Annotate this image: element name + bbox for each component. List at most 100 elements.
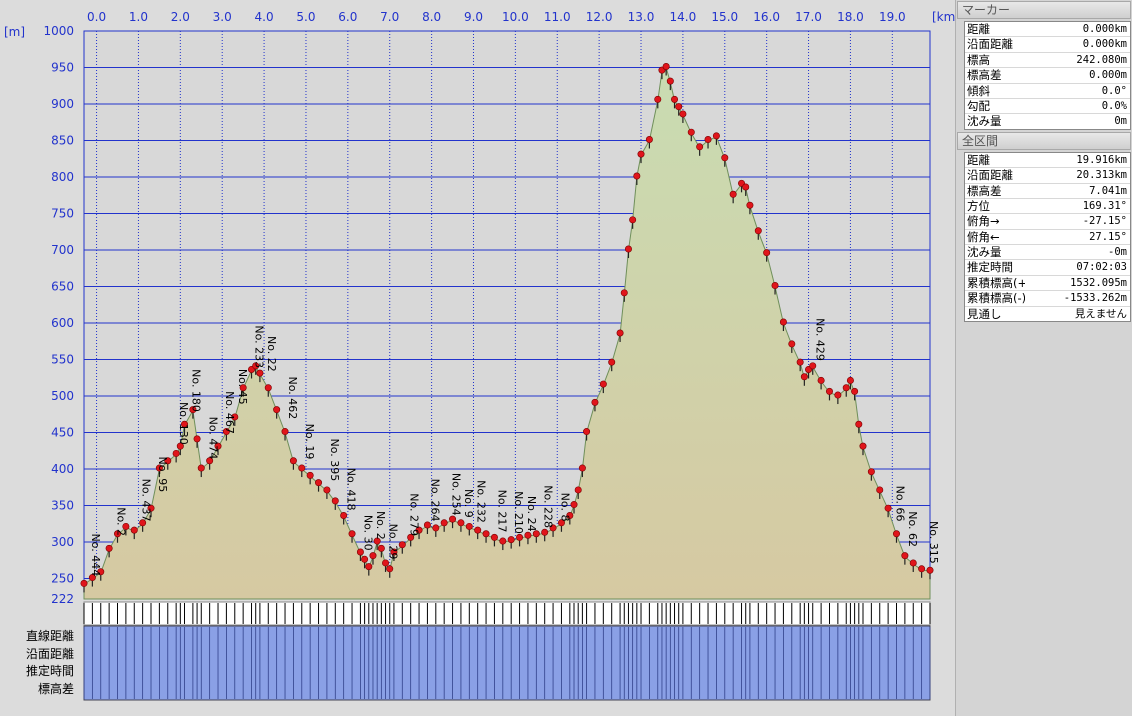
pin-marker[interactable] <box>662 63 670 71</box>
pin-marker[interactable] <box>616 329 624 337</box>
pin-marker[interactable] <box>918 565 926 573</box>
pin-marker[interactable] <box>851 387 859 395</box>
pin-marker[interactable] <box>884 504 892 512</box>
pin-marker[interactable] <box>164 457 172 465</box>
pin-marker[interactable] <box>147 504 155 512</box>
pin-marker[interactable] <box>675 103 683 111</box>
pin-marker[interactable] <box>465 522 473 530</box>
pin-marker[interactable] <box>193 435 201 443</box>
pin-marker[interactable] <box>105 544 113 552</box>
pin-marker[interactable] <box>842 384 850 392</box>
pin-marker[interactable] <box>214 442 222 450</box>
pin-marker[interactable] <box>909 559 917 567</box>
all-section-header[interactable]: 全区間 <box>957 131 1131 150</box>
pin-marker[interactable] <box>867 468 875 476</box>
pin-marker[interactable] <box>779 318 787 326</box>
pin-marker[interactable] <box>599 380 607 388</box>
pin-marker[interactable] <box>298 464 306 472</box>
pin-marker[interactable] <box>390 548 398 556</box>
pin-marker[interactable] <box>666 77 674 85</box>
pin-marker[interactable] <box>139 519 147 527</box>
pin-marker[interactable] <box>315 479 323 487</box>
pin-marker[interactable] <box>386 565 394 573</box>
pin-marker[interactable] <box>566 512 574 520</box>
pin-marker[interactable] <box>892 530 900 538</box>
pin-marker[interactable] <box>704 136 712 144</box>
pin-marker[interactable] <box>382 559 390 567</box>
pin-marker[interactable] <box>356 548 364 556</box>
pin-marker[interactable] <box>637 150 645 158</box>
pin-marker[interactable] <box>264 384 272 392</box>
pin-marker[interactable] <box>507 536 515 544</box>
pin-marker[interactable] <box>846 376 854 384</box>
pin-marker[interactable] <box>239 384 247 392</box>
pin-marker[interactable] <box>449 515 457 523</box>
pin-marker[interactable] <box>570 501 578 509</box>
pin-marker[interactable] <box>377 544 385 552</box>
pin-marker[interactable] <box>423 521 431 529</box>
pin-marker[interactable] <box>114 530 122 538</box>
pin-marker[interactable] <box>679 110 687 118</box>
pin-marker[interactable] <box>532 530 540 538</box>
pin-marker[interactable] <box>742 183 750 191</box>
marker-section-header[interactable]: マーカー <box>957 1 1131 19</box>
pin-marker[interactable] <box>222 428 230 436</box>
pin-marker[interactable] <box>645 136 653 144</box>
pin-marker[interactable] <box>457 519 465 527</box>
pin-marker[interactable] <box>671 95 679 103</box>
pin-marker[interactable] <box>181 420 189 428</box>
pin-marker[interactable] <box>578 464 586 472</box>
pin-marker[interactable] <box>876 486 884 494</box>
pin-marker[interactable] <box>633 172 641 180</box>
pin-marker[interactable] <box>608 358 616 366</box>
pin-marker[interactable] <box>197 464 205 472</box>
pin-marker[interactable] <box>323 486 331 494</box>
pin-marker[interactable] <box>474 526 482 534</box>
pin-marker[interactable] <box>541 528 549 536</box>
pin-marker[interactable] <box>654 95 662 103</box>
pin-marker[interactable] <box>926 566 934 574</box>
pin-marker[interactable] <box>809 362 817 370</box>
pin-marker[interactable] <box>825 387 833 395</box>
pin-marker[interactable] <box>721 154 729 162</box>
pin-marker[interactable] <box>620 289 628 297</box>
pin-marker[interactable] <box>407 533 415 541</box>
pin-marker[interactable] <box>281 428 289 436</box>
pin-marker[interactable] <box>273 406 281 414</box>
pin-marker[interactable] <box>859 442 867 450</box>
pin-marker[interactable] <box>369 552 377 560</box>
pin-marker[interactable] <box>365 563 373 571</box>
pin-marker[interactable] <box>88 574 96 582</box>
pin-marker[interactable] <box>122 522 130 530</box>
pin-marker[interactable] <box>729 190 737 198</box>
pin-marker[interactable] <box>574 486 582 494</box>
pin-marker[interactable] <box>398 541 406 549</box>
pin-marker[interactable] <box>231 413 239 421</box>
pin-marker[interactable] <box>490 533 498 541</box>
pin-marker[interactable] <box>206 457 214 465</box>
pin-marker[interactable] <box>629 216 637 224</box>
pin-marker[interactable] <box>712 132 720 140</box>
pin-marker[interactable] <box>549 524 557 532</box>
pin-marker[interactable] <box>340 512 348 520</box>
pin-marker[interactable] <box>331 497 339 505</box>
pin-marker[interactable] <box>817 376 825 384</box>
pin-marker[interactable] <box>583 428 591 436</box>
pin-marker[interactable] <box>189 406 197 414</box>
pin-marker[interactable] <box>516 533 524 541</box>
pin-marker[interactable] <box>373 537 381 545</box>
pin-marker[interactable] <box>901 552 909 560</box>
pin-marker[interactable] <box>482 530 490 538</box>
pin-marker[interactable] <box>155 464 163 472</box>
pin-marker[interactable] <box>176 442 184 450</box>
pin-marker[interactable] <box>746 201 754 209</box>
pin-marker[interactable] <box>771 282 779 290</box>
pin-marker[interactable] <box>415 526 423 534</box>
pin-marker[interactable] <box>306 471 314 479</box>
pin-marker[interactable] <box>440 519 448 527</box>
pin-marker[interactable] <box>834 391 842 399</box>
pin-marker[interactable] <box>855 420 863 428</box>
pin-marker[interactable] <box>754 227 762 235</box>
pin-marker[interactable] <box>348 530 356 538</box>
